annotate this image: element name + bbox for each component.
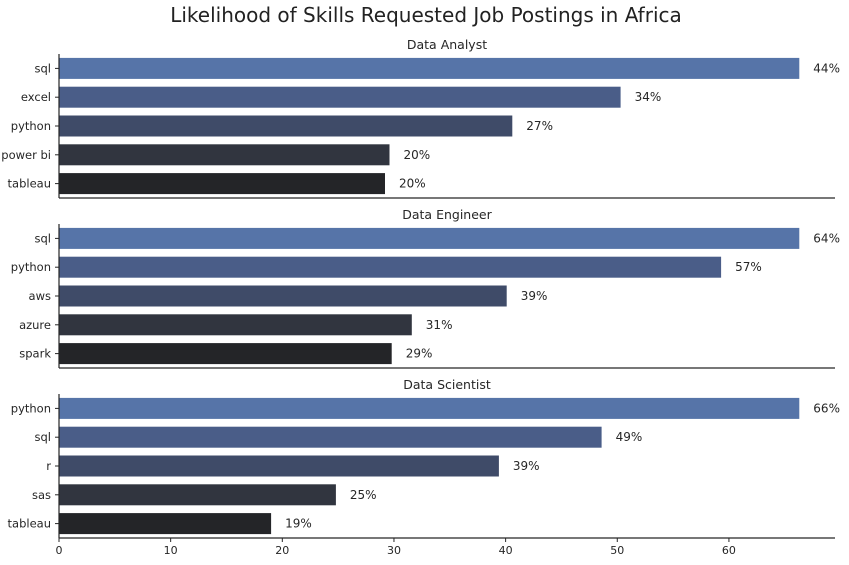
bar-python: [59, 115, 513, 137]
bar-tableau: [59, 173, 385, 195]
x-tick-label: 60: [722, 544, 736, 557]
panel-title: Data Analyst: [407, 37, 487, 52]
value-label: 39%: [513, 459, 540, 473]
category-label: sql: [35, 61, 52, 75]
value-label: 44%: [813, 61, 840, 75]
category-label: excel: [21, 90, 51, 104]
category-label: python: [11, 401, 51, 415]
chart-title: Likelihood of Skills Requested Job Posti…: [170, 3, 682, 27]
value-label: 57%: [735, 260, 762, 274]
bar-spark: [59, 343, 392, 365]
bar-r: [59, 455, 499, 477]
panel-data-engineer: Data Engineer sql 64% python 57% aws 39% azure 3…: [11, 207, 840, 369]
panels: Data Analyst sql 44% excel 34% python 27% power…: [1, 37, 840, 539]
category-label: sql: [35, 231, 52, 245]
bar-python: [59, 397, 800, 419]
category-label: r: [46, 459, 51, 473]
value-label: 64%: [813, 231, 840, 245]
bar-power-bi: [59, 144, 390, 166]
value-label: 19%: [285, 517, 312, 531]
bar-tableau: [59, 513, 272, 535]
value-label: 29%: [406, 347, 433, 361]
category-label: spark: [19, 347, 51, 361]
category-label: aws: [29, 289, 51, 303]
bar-sql: [59, 57, 800, 79]
bar-excel: [59, 86, 621, 108]
category-label: sas: [32, 488, 51, 502]
category-label: power bi: [1, 148, 51, 162]
value-label: 20%: [404, 148, 431, 162]
category-label: python: [11, 260, 51, 274]
x-tick-label: 20: [275, 544, 289, 557]
bar-azure: [59, 314, 412, 336]
bar-python: [59, 256, 722, 278]
panel-title: Data Scientist: [403, 377, 491, 392]
category-label: tableau: [8, 177, 51, 191]
panel-data-scientist: Data Scientist python 66% sql 49% r 39% sas 25% t…: [8, 377, 840, 539]
value-label: 66%: [813, 401, 840, 415]
value-label: 49%: [616, 430, 643, 444]
category-label: sql: [35, 430, 52, 444]
value-label: 20%: [399, 177, 426, 191]
value-label: 27%: [526, 119, 553, 133]
x-tick-label: 0: [56, 544, 63, 557]
x-axis: 0 10 20 30 40 50 60: [56, 538, 736, 557]
x-tick-label: 30: [387, 544, 401, 557]
x-tick-label: 10: [164, 544, 178, 557]
category-label: python: [11, 119, 51, 133]
bar-sas: [59, 484, 336, 506]
value-label: 25%: [350, 488, 377, 502]
value-label: 34%: [635, 90, 662, 104]
bar-sql: [59, 426, 602, 448]
value-label: 31%: [426, 318, 453, 332]
bar-aws: [59, 285, 507, 307]
x-tick-label: 40: [499, 544, 513, 557]
panel-data-analyst: Data Analyst sql 44% excel 34% python 27% power…: [1, 37, 840, 199]
category-label: azure: [19, 318, 51, 332]
value-label: 39%: [521, 289, 548, 303]
category-label: tableau: [8, 517, 51, 531]
panel-title: Data Engineer: [402, 207, 492, 222]
bar-sql: [59, 227, 800, 249]
x-tick-label: 50: [610, 544, 624, 557]
